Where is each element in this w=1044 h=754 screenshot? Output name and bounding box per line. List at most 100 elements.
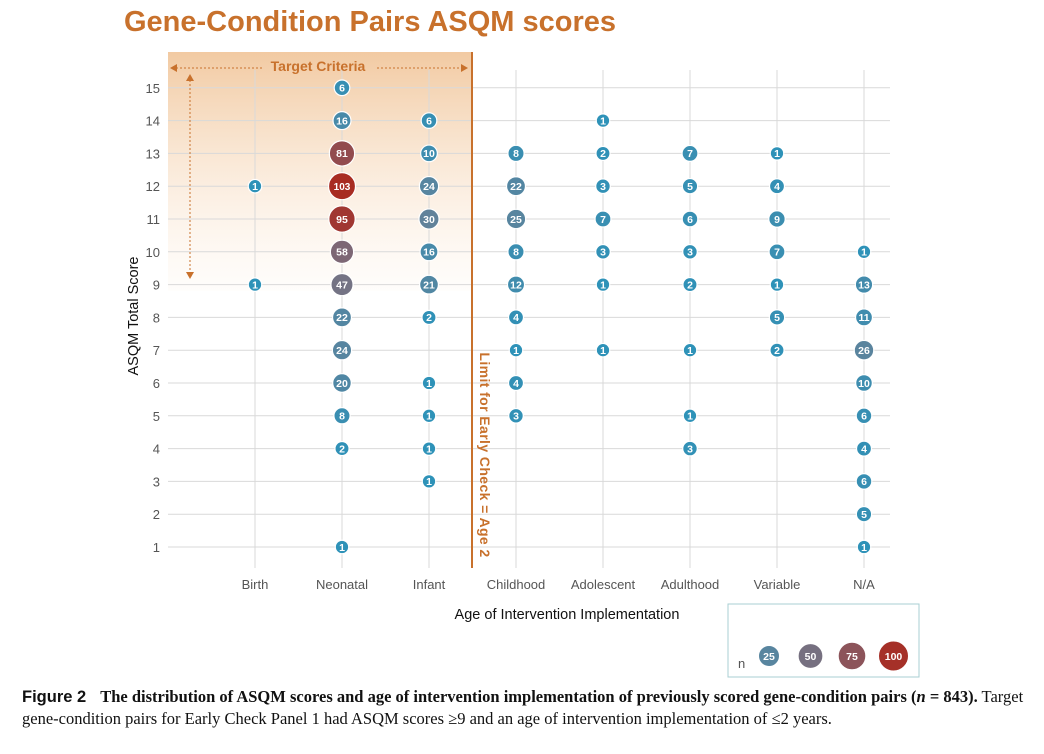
bubble: 6 (420, 112, 438, 130)
bubble-circle (421, 408, 437, 424)
bubble-circle (419, 274, 439, 295)
bubble: 16 (419, 242, 439, 262)
bubble-circle (768, 210, 786, 228)
bubble-circle (333, 79, 351, 97)
bubble-circle (332, 373, 352, 393)
bubble-circle (595, 145, 611, 162)
y-tick-label: 8 (153, 310, 160, 325)
bubble-circle (681, 144, 699, 162)
bubble-value-label: 22 (336, 312, 348, 324)
bubble-value-label: 1 (861, 247, 867, 259)
bubble-circle (856, 539, 872, 555)
bubble-circle (421, 441, 437, 456)
y-tick-label: 6 (153, 376, 160, 391)
bubble-value-label: 25 (510, 214, 522, 226)
bubble: 6 (855, 407, 873, 425)
bubble-value-label: 1 (252, 279, 258, 291)
y-tick-label: 14 (146, 114, 160, 129)
bubble-circle (419, 242, 439, 262)
bubble: 95 (328, 205, 356, 233)
bubble: 9 (768, 210, 786, 228)
bubble: 16 (332, 111, 352, 131)
bubble: 10 (420, 144, 438, 163)
target-criteria-label: Target Criteria (271, 58, 366, 74)
size-legend-circle (758, 645, 780, 667)
bubble: 7 (594, 210, 612, 228)
bubble: 10 (855, 374, 873, 392)
bubble-value-label: 20 (336, 378, 348, 390)
bubble-value-label: 3 (600, 247, 606, 259)
bubble-value-label: 4 (513, 378, 519, 390)
bubble: 103 (327, 172, 357, 201)
x-tick-label: Neonatal (316, 577, 368, 592)
size-legend: n 25 50 75 100 (727, 603, 920, 678)
arrowhead-right (461, 64, 468, 72)
bubble-circle (681, 210, 699, 228)
bubble-circle (327, 172, 357, 201)
bubble: 7 (768, 243, 786, 261)
bubble: 3 (508, 407, 524, 424)
bubble-value-label: 1 (774, 148, 780, 160)
bubble: 3 (595, 178, 611, 195)
bubble-circle (506, 275, 526, 294)
bubble-value-label: 7 (687, 148, 693, 160)
size-legend-value: 100 (885, 651, 903, 663)
bubble: 1 (856, 244, 872, 260)
y-tick-label: 3 (153, 474, 160, 489)
bubble-value-label: 7 (774, 247, 780, 259)
bubble: 2 (595, 145, 611, 162)
bubble-value-label: 2 (600, 148, 606, 160)
bubble: 1 (247, 178, 263, 194)
bubble-circle (768, 243, 786, 261)
x-tick-label: Infant (413, 577, 446, 592)
bubble-value-label: 3 (687, 247, 693, 259)
bubble-value-label: 1 (339, 542, 345, 554)
bubble-value-label: 9 (774, 214, 780, 226)
bubble: 5 (681, 177, 699, 195)
bubble-circle (329, 239, 355, 265)
bubble-value-label: 1 (774, 279, 780, 291)
bubble-value-label: 13 (858, 279, 870, 291)
bubble-circle (855, 374, 873, 392)
chart-title: Gene-Condition Pairs ASQM scores (124, 6, 617, 38)
caption-n-variable: n (916, 687, 926, 706)
size-legend-circle (837, 641, 867, 671)
age-limit-label: Limit for Early Check = Age 2 (477, 352, 493, 557)
bubble: 2 (421, 309, 437, 326)
bubble-circle (328, 205, 356, 233)
bubble: 3 (595, 243, 611, 260)
annotations: Target Criteria Limit for Early Check = A… (170, 52, 493, 568)
bubble-circle (595, 277, 611, 292)
bubble-circle (768, 309, 786, 326)
bubble-value-label: 16 (423, 247, 435, 259)
bubble: 12 (506, 275, 526, 294)
bubble-value-label: 5 (861, 509, 867, 521)
bubble-value-label: 16 (336, 115, 348, 127)
bubble: 1 (334, 539, 350, 555)
bubble-circle (856, 244, 872, 260)
bubble-value-label: 3 (687, 443, 693, 455)
bubble-circle (682, 408, 698, 424)
bubble-value-label: 1 (252, 181, 258, 193)
bubble-circle (507, 309, 525, 326)
y-tick-label: 10 (146, 245, 160, 260)
bubble-circle (508, 407, 524, 424)
bubble: 1 (682, 342, 698, 358)
size-legend-circle (878, 640, 909, 672)
bubble-circle (508, 342, 524, 358)
bubble-circle (769, 146, 785, 161)
x-tick-label: N/A (853, 577, 875, 592)
bubble: 30 (418, 208, 440, 230)
x-tick-label: Childhood (487, 577, 546, 592)
bubble: 1 (595, 113, 611, 128)
bubble-value-label: 30 (423, 214, 435, 226)
bubble: 25 (505, 208, 527, 230)
bubble-circle (595, 113, 611, 128)
bubble-circle (769, 342, 785, 358)
bubble: 4 (507, 309, 525, 326)
y-tick-label: 9 (153, 278, 160, 293)
bubble-circle (507, 243, 525, 261)
bubble-circle (855, 505, 873, 523)
bubble: 81 (328, 140, 356, 167)
bubble-circle (681, 177, 699, 195)
